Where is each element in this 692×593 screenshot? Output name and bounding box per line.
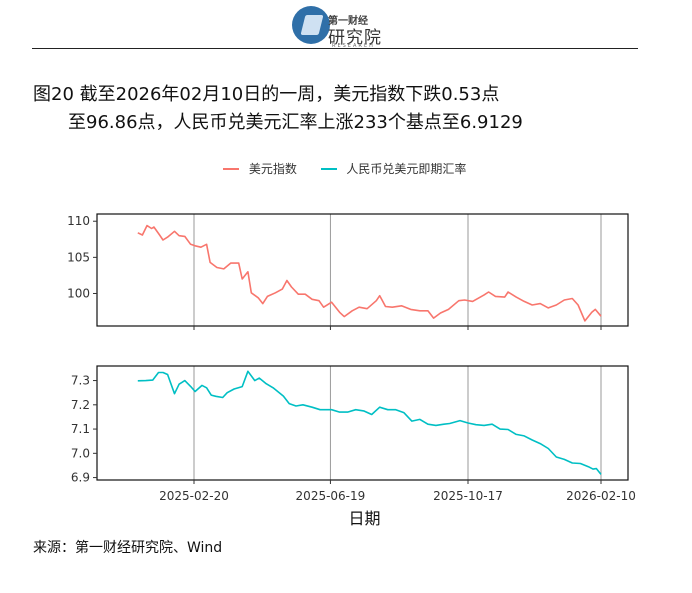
y-tick-label-1-0: 6.9 <box>71 471 90 485</box>
x-axis-label: 日期 <box>348 509 380 528</box>
logo: 第一财经 研究院 RESEARCH <box>292 6 412 49</box>
logo-mark-icon <box>292 6 330 44</box>
plot-frame-1 <box>96 365 629 481</box>
y-tick-label-0-2: 110 <box>67 214 90 228</box>
y-tick-label-1-3: 7.2 <box>71 398 90 412</box>
series-line-0-0 <box>137 224 602 322</box>
logo-main-text: 研究院 <box>328 28 382 48</box>
logo-top-text: 第一财经 <box>328 16 368 27</box>
header-divider <box>32 48 638 49</box>
y-tick-label-1-2: 7.1 <box>71 422 90 436</box>
y-tick-label-0-1: 105 <box>67 250 90 264</box>
y-tick-label-0-0: 100 <box>67 286 90 300</box>
x-tick-label-0: 2025-02-20 <box>159 489 229 503</box>
x-tick-label-2: 2025-10-17 <box>433 489 503 503</box>
series-line-1-0 <box>137 370 602 475</box>
x-tick-label-3: 2026-02-10 <box>566 489 636 503</box>
legend-label-cny-spot: 人民币兑美元即期汇率 <box>346 162 467 176</box>
source-note: 来源：第一财经研究院、Wind <box>33 540 223 556</box>
legend-swatch-usd-index <box>223 167 239 170</box>
y-tick-label-1-1: 7.0 <box>71 446 90 460</box>
legend-label-usd-index: 美元指数 <box>248 162 297 176</box>
figure-title-line2: 至96.86点，人民币兑美元汇率上涨233个基点至6.9129 <box>68 112 523 133</box>
logo-sub-text: RESEARCH <box>332 43 375 49</box>
y-tick-label-1-4: 7.3 <box>71 374 90 388</box>
figure-title-line1: 图20 截至2026年02月10日的一周，美元指数下跌0.53点 <box>33 84 500 105</box>
legend: 美元指数 人民币兑美元即期汇率 <box>223 160 466 177</box>
x-tick-label-1: 2025-06-19 <box>296 489 366 503</box>
plot-frame-0 <box>96 213 629 327</box>
legend-swatch-cny-spot <box>320 167 337 170</box>
